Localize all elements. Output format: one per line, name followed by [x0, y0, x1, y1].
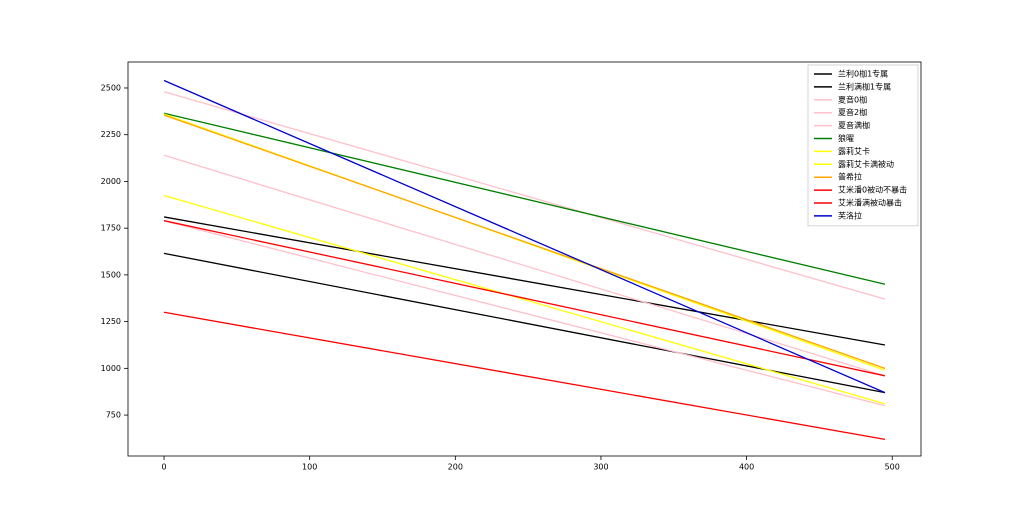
legend-label: 芙洛拉 [838, 210, 862, 220]
legend-label: 夏音满枷 [838, 120, 870, 130]
series-line [163, 311, 886, 441]
legend-label: 露莉艾卡满被动 [838, 159, 894, 169]
series-line [163, 194, 886, 405]
legend-label: 艾米潘0被动不暴击 [838, 185, 907, 195]
y-tick-label: 2250 [101, 130, 121, 139]
legend-label: 普希拉 [838, 172, 862, 182]
series-line [163, 220, 886, 377]
x-tick-label: 300 [593, 463, 608, 472]
legend-box [807, 64, 919, 227]
series-line [163, 79, 886, 394]
y-tick-label: 1750 [101, 224, 121, 233]
x-tick-label: 200 [448, 463, 463, 472]
y-tick-label: 1250 [101, 317, 121, 326]
legend-label: 兰利满枷1专属 [838, 81, 891, 91]
x-tick-label: 400 [739, 463, 754, 472]
x-tick-label: 500 [885, 463, 900, 472]
legend-label: 狼曜 [838, 133, 854, 143]
y-tick-label: 1000 [101, 364, 121, 373]
legend-label: 夏音2枷 [838, 107, 867, 117]
series-line [163, 154, 886, 377]
legend-label: 露莉艾卡 [838, 146, 870, 156]
y-tick-label: 1500 [101, 270, 121, 279]
y-tick-label: 750 [106, 411, 121, 420]
legend-label: 兰利0枷1专属 [838, 69, 888, 79]
series-line [163, 220, 886, 407]
series-line [163, 91, 886, 300]
series-line [163, 112, 886, 285]
x-tick-label: 100 [302, 463, 317, 472]
series-line [163, 216, 886, 346]
y-tick-label: 2000 [101, 177, 121, 186]
series-line [163, 114, 886, 369]
x-tick-label: 0 [161, 463, 166, 472]
plot-frame [127, 61, 922, 457]
y-tick-label: 2500 [101, 83, 121, 92]
legend-label: 艾米潘满被动暴击 [838, 198, 902, 208]
legend-label: 夏音0枷 [838, 94, 867, 104]
